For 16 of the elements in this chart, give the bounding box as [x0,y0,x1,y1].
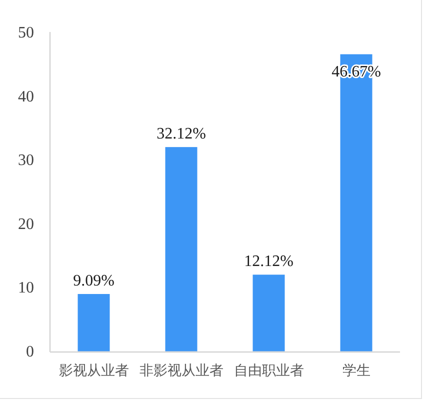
bar [252,274,285,352]
x-tick-label: 自由职业者 [234,363,304,379]
bar [165,147,198,352]
x-tick-label: 非影视从业者 [139,363,224,379]
x-tick-label: 学生 [342,363,370,379]
y-tick-label: 0 [26,344,34,360]
bar [78,294,110,352]
x-tick-label: 影视从业者 [58,363,129,379]
y-tick-label: 10 [18,280,34,297]
y-tick-label: 20 [18,216,34,233]
data-label: 12.12% [244,253,294,270]
y-tick-label: 30 [18,152,34,170]
y-tick-label: 40 [18,88,34,106]
data-label: 32.12% [156,126,206,143]
data-label: 9.09% [73,272,114,290]
y-tick-label: 50 [18,24,34,42]
